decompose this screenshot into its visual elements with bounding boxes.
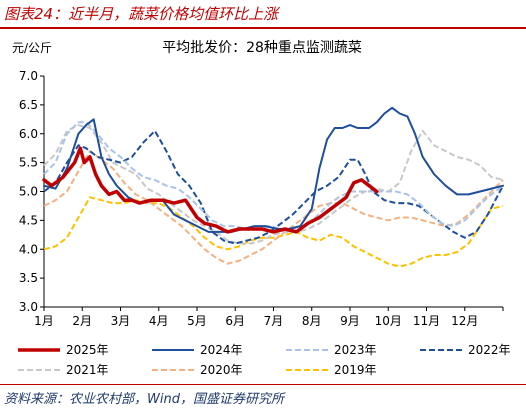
chart-legend: 2025年 2024年 2023年 2022年 2021年 2020年 2019年 [18,343,511,377]
line-chart: 平均批发价：28种重点监测蔬菜 元/公斤 3.0 3.5 4.0 4.5 5.0 5.5 6… [12,40,511,377]
x-tick-label: 2月 [72,314,92,328]
y-tick-label: 5.5 [19,156,38,170]
legend-item: 2022年 [420,343,511,357]
x-tick-label: 5月 [187,314,207,328]
legend-label: 2025年 [66,343,109,357]
figure-header: 图表24：近半月，蔬菜价格均值环比上涨 [0,0,526,30]
legend-item: 2023年 [286,343,377,357]
series-line-2025年 [42,146,379,234]
y-tick-label: 7.0 [19,69,38,83]
legend-label: 2023年 [334,343,377,357]
x-tick-label: 9月 [340,314,360,328]
x-tick-label: 8月 [302,314,322,328]
y-tick-label: 3.5 [19,271,38,285]
y-tick-label: 4.5 [19,213,38,227]
series-line-2020年 [43,150,504,265]
series-line-2021年 [43,124,504,245]
legend-item: 2020年 [152,363,243,377]
chart-axes: 3.0 3.5 4.0 4.5 5.0 5.5 6.0 6.5 7.0 1月 2月 3月 4月 5月 6月 7… [19,69,504,328]
chart-title: 平均批发价：28种重点监测蔬菜 [162,40,362,56]
x-tick-label: 4月 [149,314,169,328]
y-tick-label: 6.5 [19,98,38,112]
legend-label: 2020年 [200,363,243,377]
y-tick-label: 3.0 [19,300,38,314]
legend-item: 2025年 [18,343,109,357]
figure-title: 图表24：近半月，蔬菜价格均值环比上涨 [4,5,279,23]
x-tick-label: 10月 [375,314,402,328]
y-tick-label: 5.0 [19,185,38,199]
legend-item: 2021年 [18,363,109,377]
source-note: 资料来源：农业农村部，Wind，国盛证券研究所 [4,392,284,407]
x-tick-label: 6月 [225,314,245,328]
x-tick-label: 11月 [413,314,440,328]
y-axis-unit-label: 元/公斤 [12,41,52,55]
series-layer [42,106,504,268]
header-divider [0,27,526,29]
x-tick-label: 7月 [264,314,284,328]
legend-label: 2019年 [334,363,377,377]
series-line-2019年 [43,196,504,268]
x-tick-label: 1月 [34,314,54,328]
x-tick-label: 3月 [111,314,131,328]
x-tick-label: 12月 [451,314,478,328]
series-line-2022年 [43,129,504,245]
y-tick-label: 4.0 [19,242,38,256]
legend-item: 2019年 [286,363,377,377]
legend-label: 2021年 [66,363,109,377]
footer-divider [0,384,526,385]
legend-label: 2024年 [200,343,243,357]
legend-item: 2024年 [152,343,243,357]
legend-label: 2022年 [468,343,511,357]
y-tick-label: 6.0 [19,127,38,141]
